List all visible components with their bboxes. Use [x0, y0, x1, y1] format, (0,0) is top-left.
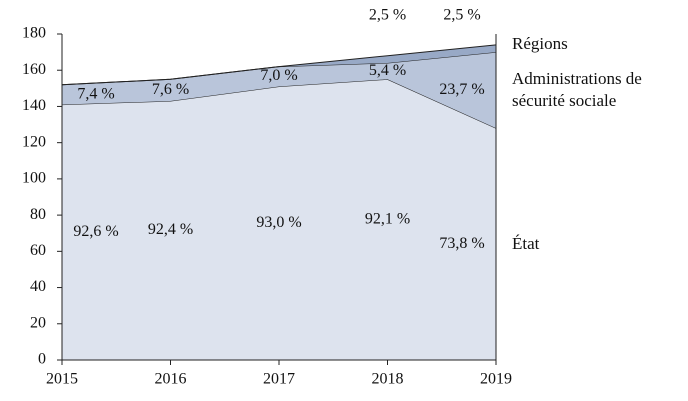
y-tick-label: 100 [22, 170, 46, 187]
data-label: 92,1 % [365, 210, 410, 227]
y-tick-label: 40 [30, 278, 46, 295]
data-label: 2,5 % [443, 7, 480, 24]
series-label: Administrations de sécurité sociale [512, 69, 642, 111]
data-label: 7,4 % [77, 85, 114, 102]
area [62, 52, 496, 129]
y-tick-label: 160 [22, 61, 46, 78]
x-tick-label: 2019 [480, 371, 512, 388]
data-label: 93,0 % [256, 214, 301, 231]
y-tick-label: 180 [22, 25, 46, 42]
data-label: 73,8 % [439, 235, 484, 252]
data-label: 7,0 % [260, 67, 297, 84]
series-label: Régions [512, 34, 568, 54]
data-label: 92,4 % [148, 221, 193, 238]
series-label: État [512, 234, 540, 254]
area [62, 79, 496, 361]
x-tick-label: 2018 [372, 371, 404, 388]
data-label: 5,4 % [369, 62, 406, 79]
x-tick-label: 2017 [263, 371, 295, 388]
data-label: 23,7 % [439, 81, 484, 98]
x-tick-label: 2015 [46, 371, 78, 388]
data-label: 7,6 % [152, 81, 189, 98]
y-tick-label: 20 [30, 314, 46, 331]
y-tick-label: 80 [30, 206, 46, 223]
data-label: 2,5 % [369, 7, 406, 24]
data-label: 92,6 % [73, 223, 118, 240]
y-tick-label: 60 [30, 242, 46, 259]
y-tick-label: 120 [22, 133, 46, 150]
x-tick-label: 2016 [155, 371, 187, 388]
y-tick-label: 140 [22, 97, 46, 114]
area-edge [61, 44, 497, 86]
y-tick-label: 0 [38, 351, 46, 368]
